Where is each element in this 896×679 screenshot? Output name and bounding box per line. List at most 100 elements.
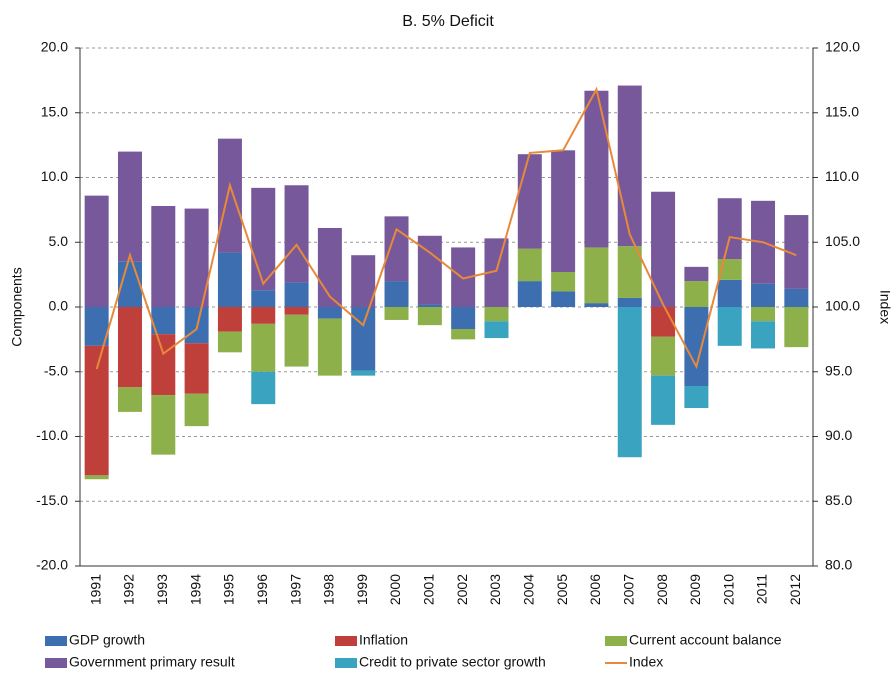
bar-segment [117, 307, 142, 388]
bar-segment [651, 375, 676, 425]
bar-segment [751, 307, 776, 322]
x-tick-label: 2000 [387, 574, 403, 605]
bar-segment [784, 307, 809, 348]
x-tick-label: 1991 [87, 574, 103, 605]
x-tick-label: 2005 [554, 574, 570, 605]
bar-segment [651, 336, 676, 376]
legend-swatch [335, 636, 357, 646]
bar-segment [351, 307, 376, 371]
bar-segment [684, 385, 709, 409]
y2-axis-title: Index [877, 290, 893, 324]
bar-segment [684, 266, 709, 282]
bar-segment [117, 151, 142, 262]
bar-segment [684, 281, 709, 307]
bar-segment [351, 370, 376, 376]
legend-label: Credit to private sector growth [359, 654, 546, 670]
y-tick-label: -15.0 [36, 492, 68, 508]
x-tick-label: 2002 [454, 574, 470, 605]
bar-segment [451, 329, 476, 340]
y2-tick-label: 120.0 [825, 39, 860, 55]
bar-segment [417, 304, 442, 307]
x-tick-label: 2007 [620, 574, 636, 605]
bar-segment [651, 191, 676, 307]
bar-segment [617, 246, 642, 298]
bar-segment [584, 247, 609, 304]
y-tick-label: 10.0 [41, 168, 68, 184]
bar-segment [484, 321, 509, 339]
y-tick-label: 0.0 [49, 298, 69, 314]
legend-label: GDP growth [69, 632, 145, 648]
bar-segment [751, 283, 776, 307]
bar-segment [151, 395, 176, 455]
x-tick-label: 2010 [720, 574, 736, 605]
bar-segment [251, 290, 276, 307]
x-tick-label: 1994 [187, 574, 203, 605]
bar-segment [517, 248, 542, 282]
bar-segment [217, 307, 242, 332]
legend-label: Inflation [359, 632, 408, 648]
index-line [95, 86, 797, 370]
x-tick-label: 2009 [687, 574, 703, 605]
x-tick-label: 1999 [354, 574, 370, 605]
bar-segment [717, 279, 742, 307]
legend-swatch [605, 636, 627, 646]
bar-segment [684, 307, 709, 386]
bar-segment [151, 205, 176, 307]
legend-label: Index [629, 654, 663, 670]
y-tick-label: 20.0 [41, 39, 68, 55]
y-tick-label: -20.0 [36, 557, 68, 573]
y2-tick-label: 90.0 [825, 427, 852, 443]
bar-segment [417, 307, 442, 326]
bar-segment [84, 345, 109, 476]
y2-tick-label: 100.0 [825, 298, 860, 314]
bar-segment [151, 334, 176, 396]
bar-segment [517, 154, 542, 249]
legend-label: Current account balance [629, 632, 782, 648]
x-tick-label: 1993 [154, 574, 170, 605]
bar-segment [284, 314, 309, 367]
bar-segment [184, 393, 209, 427]
y-tick-label: -10.0 [36, 427, 68, 443]
x-tick-label: 1997 [287, 574, 303, 605]
x-tick-label: 2012 [787, 574, 803, 605]
bar-segment [184, 343, 209, 394]
bar-segment [584, 90, 609, 248]
y2-tick-label: 110.0 [825, 168, 859, 184]
bar-segment [117, 387, 142, 412]
bar-segment [384, 216, 409, 282]
y2-tick-label: 115.0 [825, 103, 859, 119]
bar-segment [317, 307, 342, 319]
bar-segment [284, 185, 309, 283]
bar-segment [284, 307, 309, 315]
bar-segment [717, 307, 742, 346]
bar-segment [784, 288, 809, 307]
bar-segment [551, 150, 576, 273]
x-tick-label: 2006 [587, 574, 603, 605]
bar-segment [384, 281, 409, 307]
bar-segment [651, 307, 676, 337]
bar-segment [84, 195, 109, 307]
bar-segment [717, 198, 742, 260]
x-tick-label: 2001 [421, 574, 437, 605]
x-tick-label: 2011 [754, 574, 770, 604]
bar-segment [217, 331, 242, 353]
x-tick-label: 1998 [321, 574, 337, 605]
bar-segment [251, 371, 276, 405]
bar-segment [84, 475, 109, 480]
bar-segment [751, 321, 776, 349]
bar-segment [384, 307, 409, 320]
bar-segment [484, 307, 509, 322]
bar-segment [251, 323, 276, 372]
legend-swatch [45, 636, 67, 646]
legend-label: Government primary result [69, 654, 235, 670]
x-tick-label: 1992 [121, 574, 137, 605]
y2-tick-label: 80.0 [825, 557, 852, 573]
y2-tick-label: 85.0 [825, 492, 852, 508]
bar-segment [317, 318, 342, 376]
bar-segment [617, 307, 642, 458]
x-tick-label: 2008 [654, 574, 670, 605]
legend-swatch [335, 658, 357, 668]
x-tick-label: 2003 [487, 574, 503, 605]
y-tick-label: -5.0 [44, 362, 68, 378]
